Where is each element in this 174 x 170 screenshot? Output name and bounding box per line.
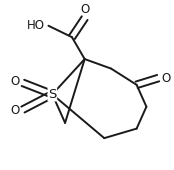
Text: O: O	[11, 104, 20, 117]
Text: HO: HO	[26, 19, 45, 32]
Text: O: O	[11, 75, 20, 88]
Text: O: O	[80, 3, 89, 16]
Text: S: S	[48, 88, 57, 101]
Text: O: O	[161, 72, 170, 85]
